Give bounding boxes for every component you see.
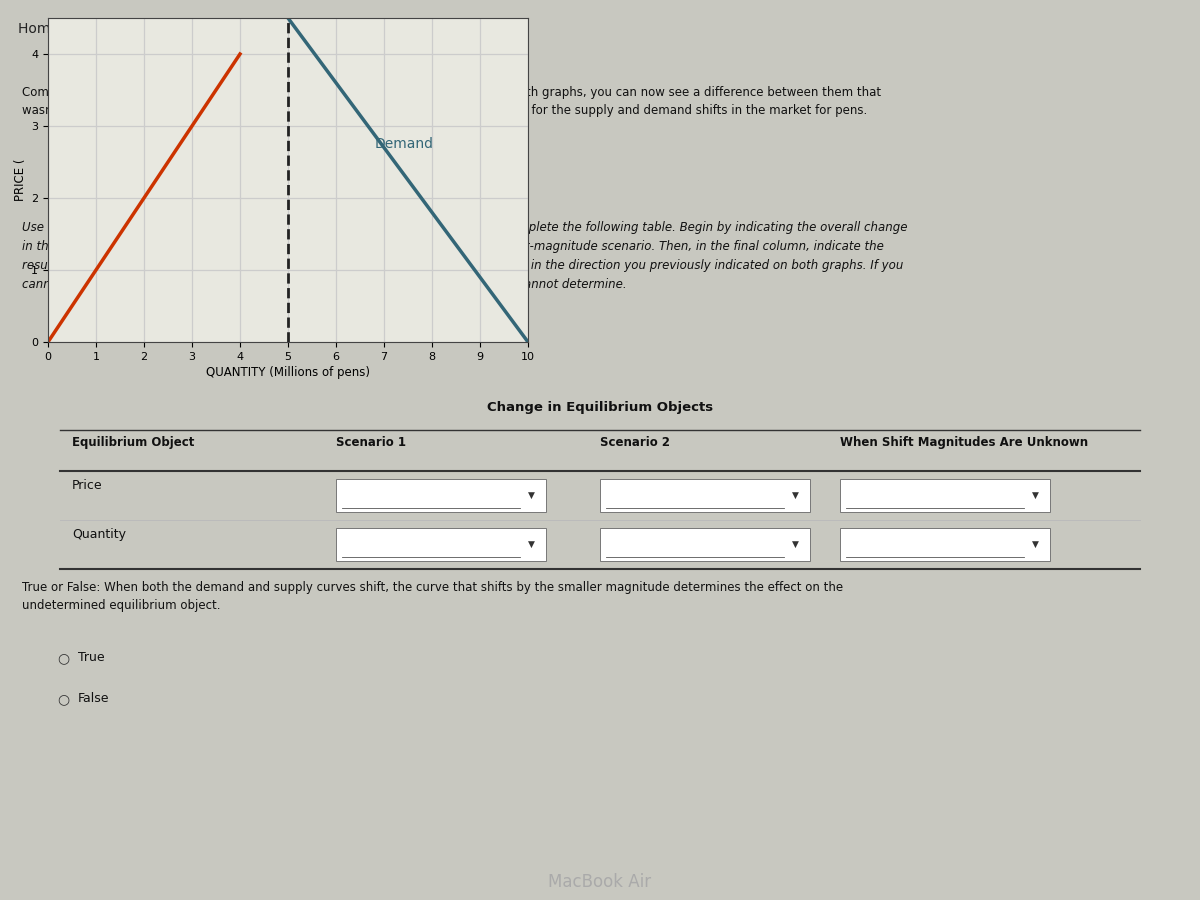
Text: Homework (Ch 04): Homework (Ch 04) (18, 22, 149, 35)
Y-axis label: PRICE (: PRICE ( (14, 158, 26, 202)
Text: ○: ○ (58, 692, 70, 706)
Text: True or False: When both the demand and supply curves shift, the curve that shif: True or False: When both the demand and … (22, 581, 842, 613)
Text: When Shift Magnitudes Are Unknown: When Shift Magnitudes Are Unknown (840, 436, 1088, 449)
FancyBboxPatch shape (336, 479, 546, 512)
Text: Scenario 2: Scenario 2 (600, 436, 670, 449)
Text: ▼: ▼ (528, 491, 535, 500)
Text: MacBook Air: MacBook Air (548, 873, 652, 891)
Text: ○: ○ (58, 651, 70, 665)
FancyBboxPatch shape (600, 479, 810, 512)
Text: Use the results of your answers on both the Scenario 1 and Scenario 2 graphs to : Use the results of your answers on both … (22, 221, 907, 291)
Text: Change in Equilibrium Objects: Change in Equilibrium Objects (487, 401, 713, 414)
Text: True: True (78, 651, 104, 664)
FancyBboxPatch shape (840, 479, 1050, 512)
FancyBboxPatch shape (840, 528, 1050, 561)
Text: False: False (78, 692, 109, 705)
Text: Quantity: Quantity (72, 528, 126, 541)
Text: ▼: ▼ (1032, 491, 1039, 500)
X-axis label: QUANTITY (Millions of pens): QUANTITY (Millions of pens) (206, 366, 370, 379)
FancyBboxPatch shape (336, 528, 546, 561)
Text: Price: Price (72, 479, 103, 492)
Text: ▼: ▼ (528, 540, 535, 549)
Text: Scenario 1: Scenario 1 (336, 436, 406, 449)
Text: Equilibrium Object: Equilibrium Object (72, 436, 194, 449)
Text: ▼: ▼ (792, 540, 799, 549)
Text: ▼: ▼ (792, 491, 799, 500)
Text: ▼: ▼ (1032, 540, 1039, 549)
Text: Demand: Demand (374, 137, 433, 150)
FancyBboxPatch shape (600, 528, 810, 561)
Text: Compare both the Scenario 1 and Scenario 2 graphs. Notice that after completing : Compare both the Scenario 1 and Scenario… (22, 86, 881, 117)
